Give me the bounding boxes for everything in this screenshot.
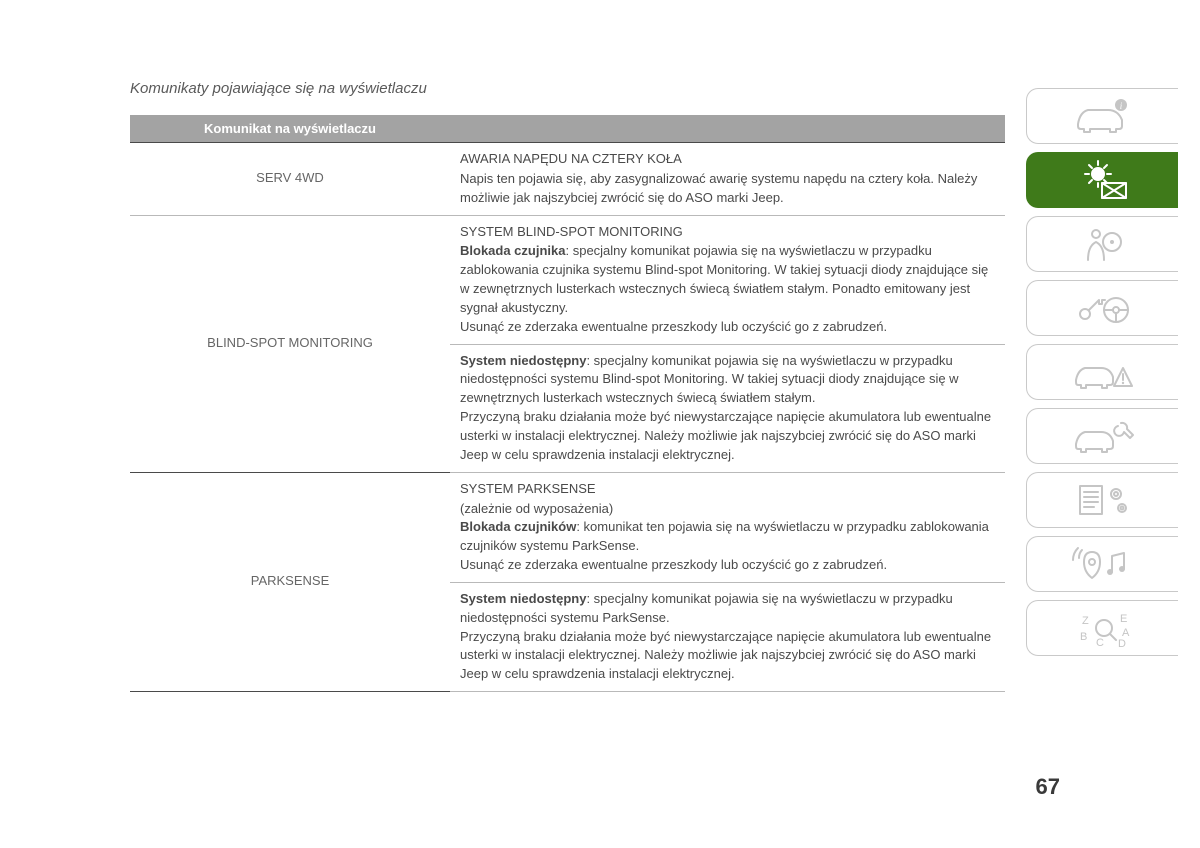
desc-body: System niedostępny: specjalny komunikat … [460, 352, 995, 409]
message-desc: System niedostępny: specjalny komunikat … [450, 582, 1005, 691]
bold-lead: System niedostępny [460, 353, 586, 368]
alphabet-search-icon: Z E B A C D [1068, 606, 1138, 650]
section-subtitle: Komunikaty pojawiające się na wyświetlac… [130, 80, 1005, 97]
tab-multimedia[interactable] [1026, 536, 1178, 592]
bold-lead: Blokada czujnika [460, 243, 565, 258]
message-desc: System niedostępny: specjalny komunikat … [450, 344, 1005, 472]
desc-body: Blokada czujników: komunikat ten pojawia… [460, 518, 995, 556]
desc-title: SYSTEM PARKSENSE [460, 480, 995, 499]
svg-text:D: D [1118, 638, 1126, 650]
message-desc: SYSTEM BLIND-SPOT MONITORING Blokada czu… [450, 215, 1005, 344]
car-wrench-icon [1068, 414, 1138, 458]
svg-text:Z: Z [1082, 615, 1089, 627]
page-number: 67 [1036, 774, 1060, 800]
tab-index[interactable]: Z E B A C D [1026, 600, 1178, 656]
desc-body: System niedostępny: specjalny komunikat … [460, 590, 995, 628]
page-content: Komunikaty pojawiające się na wyświetlac… [130, 80, 1005, 692]
desc-body: Napis ten pojawia się, aby zasygnalizowa… [460, 170, 995, 208]
message-desc: SYSTEM PARKSENSE (zależnie od wyposażeni… [450, 472, 1005, 582]
svg-text:E: E [1120, 613, 1127, 625]
desc-tail: Przyczyną braku działania może być niewy… [460, 408, 995, 465]
message-label: BLIND-SPOT MONITORING [130, 215, 450, 472]
desc-sub: (zależnie od wyposażenia) [460, 500, 995, 519]
bold-lead: System niedostępny [460, 591, 586, 606]
table-row: SERV 4WD AWARIA NAPĘDU NA CZTERY KOŁA Na… [130, 143, 1005, 216]
light-bulb-icon [1068, 158, 1138, 202]
message-label: PARKSENSE [130, 472, 450, 691]
key-steering-icon [1068, 286, 1138, 330]
chapter-tabs: i [1026, 88, 1178, 656]
desc-title: SYSTEM BLIND-SPOT MONITORING [460, 223, 995, 242]
bold-lead: Blokada czujników [460, 519, 576, 534]
tab-safety[interactable] [1026, 216, 1178, 272]
desc-tail: Przyczyną braku działania może być niewy… [460, 628, 995, 685]
table-row: PARKSENSE SYSTEM PARKSENSE (zależnie od … [130, 472, 1005, 582]
tab-vehicle-info[interactable]: i [1026, 88, 1178, 144]
tab-warning-lights[interactable] [1026, 152, 1178, 208]
car-info-icon: i [1068, 94, 1138, 138]
message-label: SERV 4WD [130, 143, 450, 216]
airbag-icon [1068, 222, 1138, 266]
tab-maintenance[interactable] [1026, 408, 1178, 464]
svg-text:C: C [1096, 637, 1104, 649]
tab-emergency[interactable] [1026, 344, 1178, 400]
nav-music-icon [1068, 542, 1138, 586]
col-header-left: Komunikat na wyświetlaczu [130, 115, 450, 143]
svg-text:B: B [1080, 631, 1087, 643]
desc-tail: Usunąć ze zderzaka ewentualne przeszkody… [460, 318, 995, 337]
col-header-right [450, 115, 1005, 143]
tab-technical-data[interactable] [1026, 472, 1178, 528]
tab-starting-driving[interactable] [1026, 280, 1178, 336]
message-desc: AWARIA NAPĘDU NA CZTERY KOŁA Napis ten p… [450, 143, 1005, 216]
document-gear-icon [1068, 478, 1138, 522]
desc-tail: Usunąć ze zderzaka ewentualne przeszkody… [460, 556, 995, 575]
messages-table: Komunikat na wyświetlaczu SERV 4WD AWARI… [130, 115, 1005, 692]
car-warning-icon [1068, 350, 1138, 394]
desc-body: Blokada czujnika: specjalny komunikat po… [460, 242, 995, 317]
table-row: BLIND-SPOT MONITORING SYSTEM BLIND-SPOT … [130, 215, 1005, 344]
desc-title: AWARIA NAPĘDU NA CZTERY KOŁA [460, 150, 995, 169]
